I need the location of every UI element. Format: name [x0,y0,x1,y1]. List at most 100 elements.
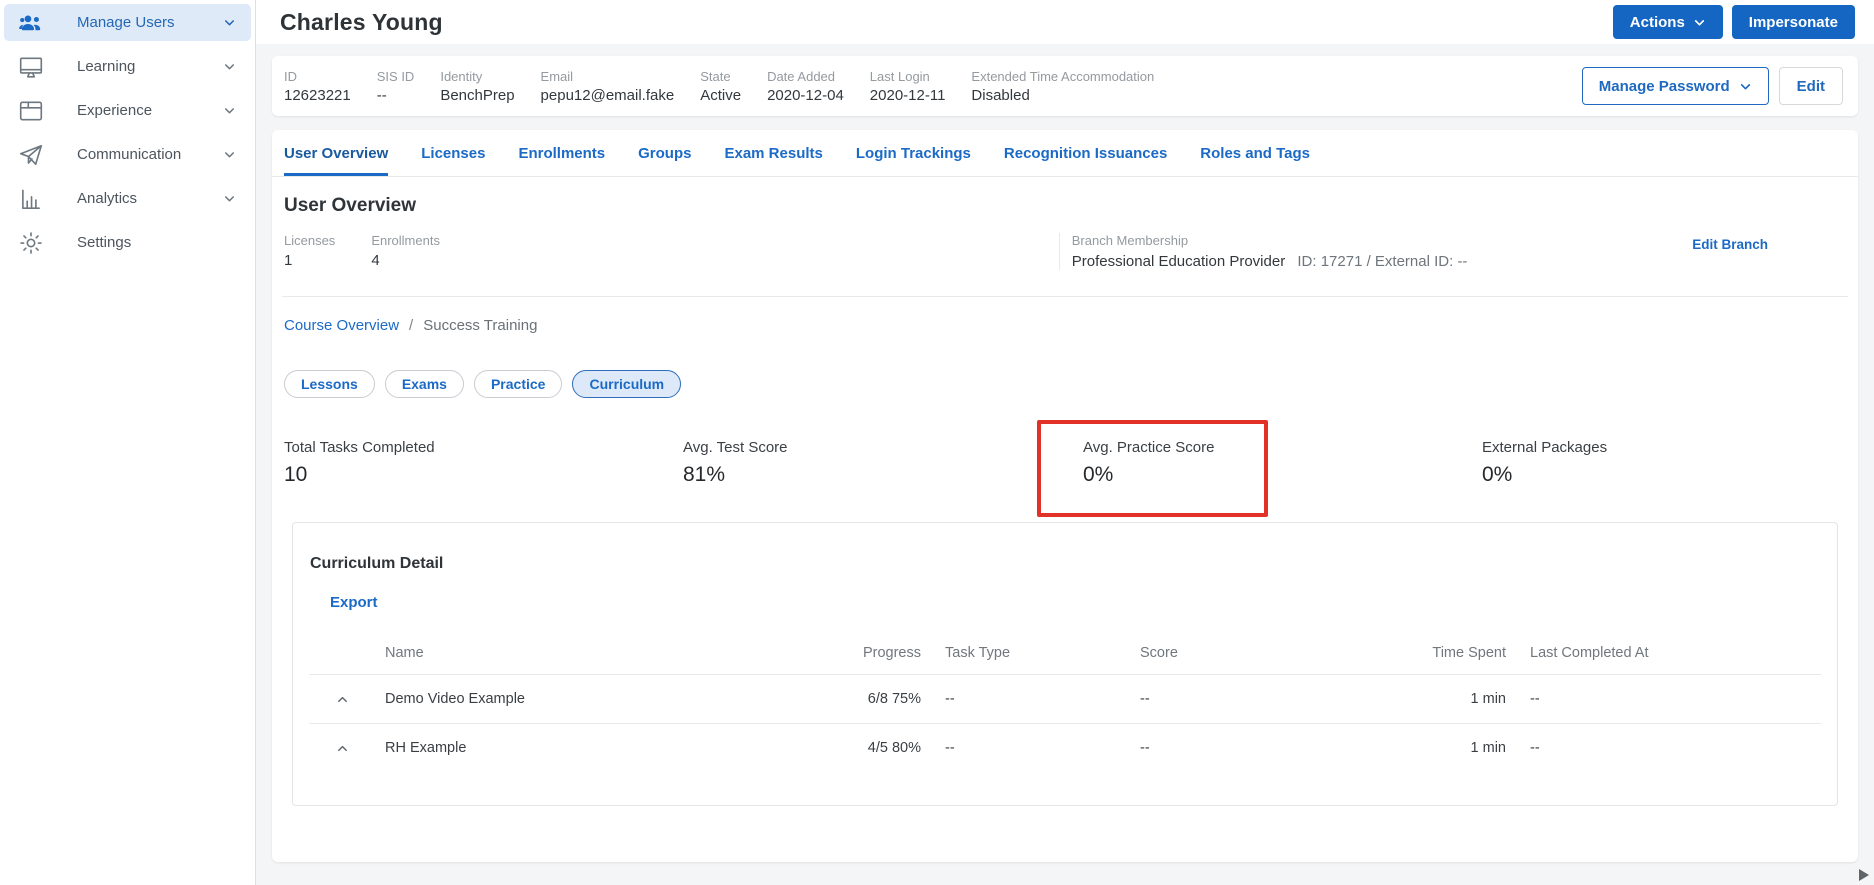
breadcrumb-link[interactable]: Course Overview [284,317,400,334]
info-field-value: 12623221 [284,86,351,104]
sidebar-item[interactable]: Experience [4,92,251,129]
course-stat: Avg. Practice Score 0% [1037,420,1457,517]
breadcrumb-separator: / [409,317,414,334]
tab[interactable]: Recognition Issuances [1003,145,1168,162]
manage-password-label: Manage Password [1598,77,1730,95]
row-time-spent: 1 min [1398,674,1518,724]
info-field: Email pepu12@email.fake [541,69,675,104]
info-field: Last Login 2020-12-11 [870,69,946,104]
filter-pill[interactable]: Curriculum [572,370,682,398]
info-field: Identity BenchPrep [440,69,514,104]
sidebar-item-label: Experience [77,102,153,119]
curriculum-detail-card: Curriculum Detail Export Name Progress T… [292,522,1838,806]
main-area: Charles Young Actions Impersonate ID 126… [256,0,1874,885]
chart-icon [17,185,44,212]
actions-button[interactable]: Actions [1612,5,1723,39]
scroll-corner-arrow-icon [1859,869,1869,881]
sidebar-item-label: Communication [77,146,182,163]
chevron-down-icon [222,147,237,162]
tab[interactable]: Roles and Tags [1200,145,1311,162]
chevron-up-icon [338,745,347,751]
row-name: RH Example [385,740,467,756]
branch-meta: ID: 17271 / External ID: -- [1297,253,1468,270]
gear-icon [17,229,44,256]
column-header: Progress [818,632,933,675]
course-stat: External Packages 0% [1457,439,1848,487]
edit-branch-link[interactable]: Edit Branch [1692,237,1768,252]
page-title: Charles Young [280,8,443,35]
sidebar-item[interactable]: Settings [4,224,251,261]
curriculum-table: Name Progress Task Type Score Time Spent… [309,632,1821,772]
info-field-value: BenchPrep [440,86,515,104]
impersonate-button[interactable]: Impersonate [1731,5,1855,39]
info-field: ID 12623221 [284,69,351,104]
actions-button-label: Actions [1629,13,1685,31]
tab[interactable]: Licenses [421,145,486,162]
overview-row: Licenses 1 Enrollments 4 Branch Membersh… [282,233,1848,297]
sidebar-item-label: Learning [77,58,136,75]
collapse-row-button[interactable] [321,741,350,756]
user-info-fields: ID 12623221 SIS ID -- Identity BenchPrep… [284,69,1154,104]
info-field-label: SIS ID [376,68,415,84]
breadcrumb-current: Success Training [423,317,538,334]
users-icon [17,9,44,36]
filter-pill[interactable]: Exams [384,370,464,398]
filter-pill[interactable]: Practice [473,370,563,398]
row-last-completed: -- [1530,740,1540,756]
row-progress: 4/5 80% [867,740,921,756]
info-field-label: ID [284,68,297,84]
sidebar-item[interactable]: Communication [4,136,251,173]
sidebar-item[interactable]: Learning [4,48,251,85]
row-time-spent: 1 min [1470,740,1506,756]
row-score: -- [1140,740,1150,756]
info-field-label: Date Added [767,68,836,84]
edit-button[interactable]: Edit [1778,67,1843,105]
tab[interactable]: Enrollments [518,145,606,162]
table-row: RH Example 4/5 80% -- -- 1 min -- [309,724,1821,773]
info-field-label: Last Login [869,68,930,84]
tab[interactable]: Login Trackings [855,145,971,162]
info-field-value: -- [376,86,387,104]
course-stats: Total Tasks Completed 10 Avg. Test Score… [282,420,1848,517]
column-header: Task Type [933,632,1128,675]
impersonate-button-label: Impersonate [1748,13,1838,31]
course-stat-label: Total Tasks Completed [284,439,435,456]
collapse-row-button[interactable] [321,692,350,707]
chevron-down-icon [222,15,237,30]
row-progress: 6/8 75% [818,674,933,724]
info-field: Extended Time Accommodation Disabled [971,69,1154,104]
overview-stat-label: Enrollments [371,233,440,248]
sidebar: Manage Users Learning Experience Communi… [0,0,256,885]
info-actions: Manage Password Edit [1581,67,1843,105]
tab[interactable]: User Overview [284,130,389,176]
filter-pill[interactable]: Lessons [284,370,375,398]
course-stat-label: Avg. Test Score [683,439,788,456]
sidebar-item[interactable]: Manage Users [4,4,251,41]
info-field-value: pepu12@email.fake [540,86,675,104]
info-field-value: Disabled [971,86,1030,104]
window-icon [17,97,44,124]
course-filter-pills: Lessons Exams Practice Curriculum [282,370,1848,398]
row-name: Demo Video Example [373,674,818,724]
row-task-type: -- [933,674,1128,724]
user-overview-section: User Overview Licenses 1 Enrollments 4 [272,177,1858,806]
branch-label: Branch Membership [1071,233,1189,248]
info-field-label: State [700,68,731,84]
sidebar-item[interactable]: Analytics [4,180,251,217]
manage-password-button[interactable]: Manage Password [1581,67,1769,105]
curriculum-detail-title: Curriculum Detail [310,555,444,572]
overview-stat: Enrollments 4 [371,233,440,270]
sidebar-item-label: Analytics [77,190,138,207]
info-field-label: Identity [440,68,483,84]
tab[interactable]: Groups [638,145,692,162]
section-heading: User Overview [284,195,417,216]
info-field-value: 2020-12-04 [767,86,844,104]
chevron-up-icon [338,696,347,702]
column-header: Score [1128,632,1398,675]
info-field-value: Active [700,86,742,104]
tab-bar: User Overview Licenses Enrollments Group… [272,130,1858,177]
export-link[interactable]: Export [330,594,378,611]
tab[interactable]: Exam Results [724,145,823,162]
course-stat-value: 0% [1482,463,1513,486]
chevron-down-icon [222,59,237,74]
